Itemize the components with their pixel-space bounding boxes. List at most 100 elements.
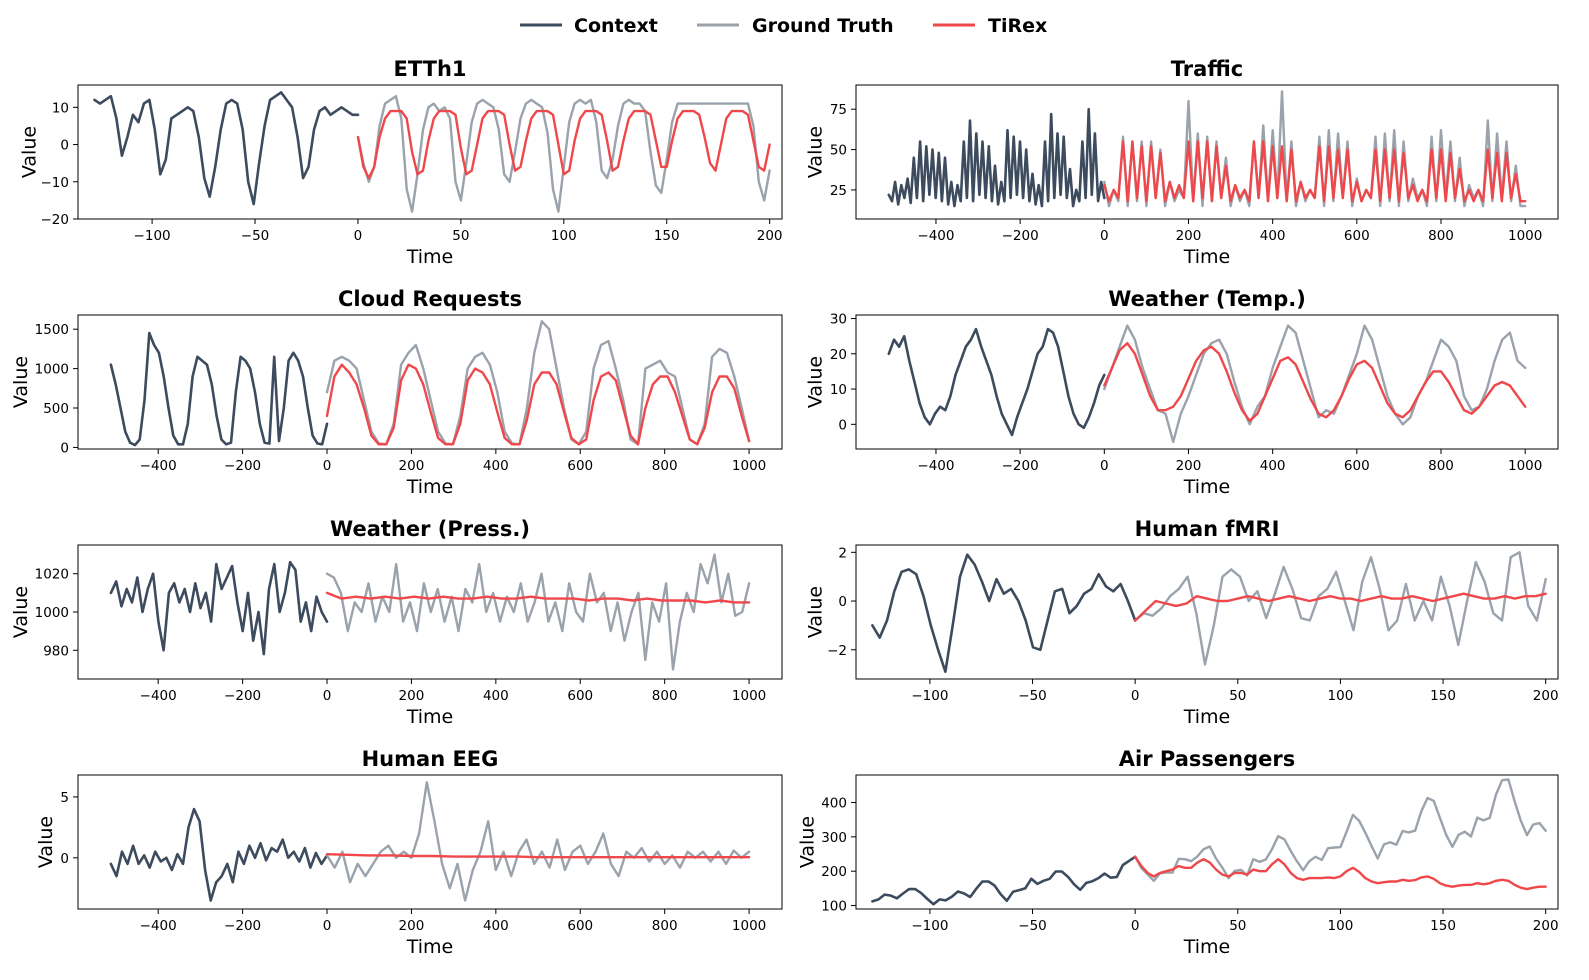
series-line-ground-truth-cloud-requests xyxy=(325,320,751,446)
x-tick-label: −100 xyxy=(134,228,171,244)
legend-label-ground-truth: Ground Truth xyxy=(752,15,894,37)
panel-human-fmri: Human fMRI −100 −50 0 50 100 150 200 −2 0 2 Time Val… xyxy=(805,517,1559,728)
plot-frame-etth1 xyxy=(77,84,783,220)
series-line-tirex-cloud-requests xyxy=(325,363,751,446)
y-tick-label: 100 xyxy=(821,899,847,915)
x-tick-label: 400 xyxy=(483,918,509,934)
series-line-tirex-weather-press xyxy=(325,591,751,604)
x-tick-label: 150 xyxy=(1430,918,1456,934)
x-axis-label-cloud-requests: Time xyxy=(406,476,454,498)
panel-weather-temp: Weather (Temp.)−400 −200 0 200 400 600 800 1000… xyxy=(805,287,1559,498)
x-tick-label: 200 xyxy=(757,228,783,244)
x-axis-label-human-eeg: Time xyxy=(406,936,454,958)
series-line-context-cloud-requests xyxy=(109,331,329,447)
x-tick-label: 200 xyxy=(1176,458,1202,474)
y-tick-label: 50 xyxy=(830,143,847,159)
series-group-air-passengers xyxy=(871,778,1547,906)
series-line-tirex-air-passengers xyxy=(1133,855,1547,891)
x-tick-label: 400 xyxy=(1260,458,1286,474)
y-axis-label-etth1: Value xyxy=(18,126,40,178)
x-tick-label: 200 xyxy=(399,688,425,704)
series-group-human-fmri xyxy=(871,551,1547,674)
series-line-context-human-fmri xyxy=(871,553,1137,674)
y-tick-label: 200 xyxy=(821,864,847,880)
y-tick-label: 30 xyxy=(830,312,847,328)
plot-frame-cloud-requests xyxy=(77,314,783,450)
y-tick-label: −10 xyxy=(41,175,70,191)
series-line-context-air-passengers xyxy=(871,855,1137,906)
x-tick-label: 1000 xyxy=(732,458,766,474)
series-line-tirex-human-eeg xyxy=(325,853,751,859)
x-tick-label: −50 xyxy=(1018,918,1047,934)
plot-frame-traffic xyxy=(855,84,1559,220)
x-tick-label: −50 xyxy=(1018,688,1047,704)
x-tick-label: 150 xyxy=(654,228,680,244)
plot-frame-weather-temp xyxy=(855,314,1559,450)
series-group-etth1 xyxy=(93,91,771,213)
series-line-ground-truth-human-fmri xyxy=(1133,551,1547,666)
x-tick-label: 50 xyxy=(1229,918,1246,934)
x-tick-label: 0 xyxy=(1131,918,1140,934)
series-group-traffic xyxy=(887,90,1527,208)
y-tick-label: 0 xyxy=(838,417,847,433)
x-tick-label: 1000 xyxy=(1508,458,1542,474)
y-tick-label: 300 xyxy=(821,830,847,846)
x-axis-label-air-passengers: Time xyxy=(1183,936,1231,958)
x-tick-label: 50 xyxy=(1229,688,1246,704)
x-tick-label: −200 xyxy=(224,918,261,934)
panel-title-cloud-requests: Cloud Requests xyxy=(338,287,522,311)
x-tick-label: −100 xyxy=(911,688,948,704)
series-line-context-weather-press xyxy=(109,560,329,656)
series-group-weather-temp xyxy=(887,324,1527,444)
panel-cloud-requests: Cloud Requests −400 −200 0 200 400 600 800 1000 0… xyxy=(10,287,783,498)
y-axis-label-air-passengers: Value xyxy=(796,816,818,868)
series-line-ground-truth-weather-press xyxy=(325,553,751,671)
y-tick-label: −2 xyxy=(827,643,847,659)
x-tick-label: −400 xyxy=(140,458,177,474)
y-tick-label: 0 xyxy=(60,851,69,867)
x-tick-label: −100 xyxy=(911,918,948,934)
y-tick-label: 20 xyxy=(830,347,847,363)
series-line-context-etth1 xyxy=(93,91,360,206)
series-line-context-weather-temp xyxy=(887,327,1106,437)
y-tick-label: 980 xyxy=(43,643,69,659)
x-axis-label-human-fmri: Time xyxy=(1183,706,1231,728)
x-axis-label-weather-press: Time xyxy=(406,706,454,728)
x-tick-label: 400 xyxy=(1260,228,1286,244)
series-line-context-human-eeg xyxy=(109,807,329,902)
series-line-ground-truth-etth1 xyxy=(356,94,771,213)
series-line-context-traffic xyxy=(887,107,1106,208)
x-tick-label: 200 xyxy=(1533,918,1559,934)
panel-etth1: ETTh1−100 −50 0 50 100 150 200−20−10010TimeVal… xyxy=(18,57,782,268)
x-tick-label: −400 xyxy=(917,228,954,244)
y-axis-label-human-eeg: Value xyxy=(35,816,57,868)
x-tick-label: 100 xyxy=(1328,918,1354,934)
plot-frame-air-passengers xyxy=(855,774,1559,910)
subplot-grid: ETTh1−100 −50 0 50 100 150 200−20−10010TimeVal… xyxy=(10,57,1558,958)
plot-frame-human-fmri xyxy=(855,544,1559,680)
x-tick-label: 0 xyxy=(323,458,332,474)
x-tick-label: 1000 xyxy=(732,918,766,934)
x-axis-label-traffic: Time xyxy=(1183,246,1231,268)
series-line-ground-truth-human-eeg xyxy=(325,781,751,902)
series-line-ground-truth-air-passengers xyxy=(1133,778,1547,882)
y-tick-label: 2 xyxy=(838,545,847,561)
panel-human-eeg: Human EEG −400 −200 0 200 400 600 800 1000 0 5 Time… xyxy=(35,747,783,958)
series-line-tirex-traffic xyxy=(1103,140,1527,203)
x-tick-label: −200 xyxy=(224,688,261,704)
y-tick-label: 1000 xyxy=(35,362,69,378)
y-tick-label: 5 xyxy=(60,790,69,806)
legend: Context Ground Truth TiRex xyxy=(520,15,1047,37)
x-tick-label: 100 xyxy=(551,228,577,244)
y-axis-label-cloud-requests: Value xyxy=(10,356,32,408)
x-tick-label: 600 xyxy=(1344,458,1370,474)
y-tick-label: 400 xyxy=(821,795,847,811)
x-tick-label: −400 xyxy=(140,918,177,934)
y-tick-label: −20 xyxy=(41,212,70,228)
series-group-human-eeg xyxy=(109,781,751,902)
y-tick-label: 0 xyxy=(60,138,69,154)
legend-item-tirex: TiRex xyxy=(933,15,1047,37)
x-tick-label: −200 xyxy=(224,458,261,474)
x-tick-label: 0 xyxy=(323,688,332,704)
